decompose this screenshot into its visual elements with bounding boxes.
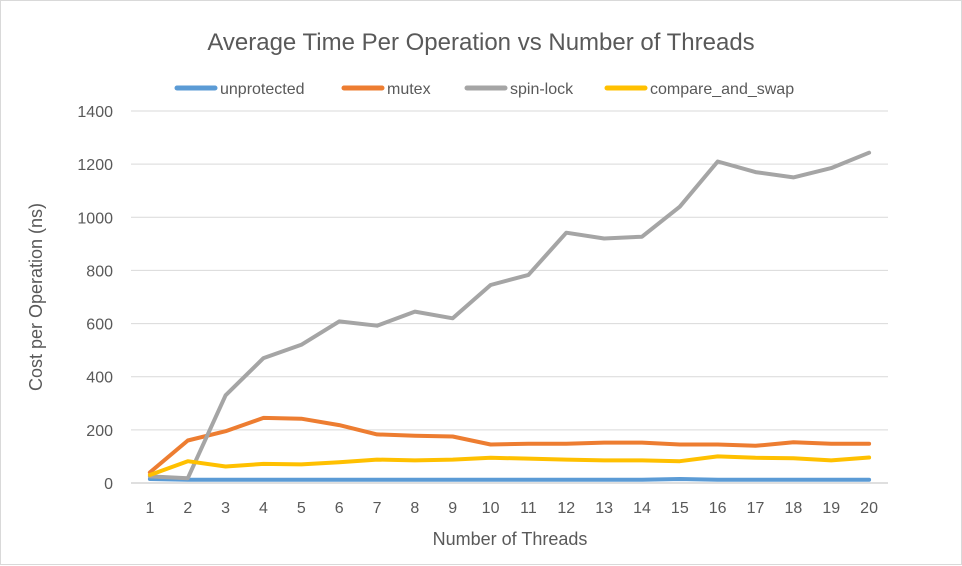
x-tick-label: 3 [221,500,230,517]
y-tick-label: 800 [86,263,113,280]
legend-label: unprotected [220,81,305,98]
chart-title: Average Time Per Operation vs Number of … [207,29,754,56]
x-tick-label: 17 [747,500,765,517]
x-tick-label: 15 [671,500,689,517]
y-axis-title: Cost per Operation (ns) [26,203,46,391]
y-tick-label: 400 [86,370,113,387]
x-tick-label: 19 [822,500,840,517]
y-tick-label: 1200 [77,157,113,174]
x-tick-label: 16 [709,500,727,517]
y-axis-ticks: 0 200 400 600 800 1000 1200 1400 [77,104,113,493]
legend-label: compare_and_swap [650,81,794,98]
x-axis-ticks: 1 2 3 4 5 6 7 8 9 10 11 12 13 14 15 16 17 18 19 20 [145,500,878,517]
series-lines [147,150,872,482]
x-tick-label: 8 [410,500,419,517]
y-tick-label: 1400 [77,104,113,121]
series-line-unprotected [147,477,872,482]
legend: unprotected mutex spin-lock compare_and_swa… [174,81,794,98]
series-line-compare_and_swap [147,454,872,477]
gridlines [131,110,888,484]
x-tick-label: 13 [595,500,613,517]
x-tick-label: 9 [448,500,457,517]
x-tick-label: 12 [557,500,575,517]
x-tick-label: 1 [145,500,154,517]
series-line-spin-lock [147,150,872,481]
y-tick-label: 0 [104,476,113,493]
x-tick-label: 2 [183,500,192,517]
y-tick-label: 600 [86,317,113,334]
x-tick-label: 20 [860,500,878,517]
x-tick-label: 10 [482,500,500,517]
series-line-mutex [147,415,872,475]
x-axis-title: Number of Threads [433,529,588,549]
x-tick-label: 7 [373,500,382,517]
x-tick-label: 18 [784,500,802,517]
legend-label: mutex [387,81,431,98]
x-tick-label: 14 [633,500,651,517]
x-tick-label: 4 [259,500,268,517]
y-tick-label: 200 [86,423,113,440]
x-tick-label: 11 [520,500,537,517]
x-tick-label: 6 [335,500,344,517]
x-tick-label: 5 [297,500,306,517]
legend-label: spin-lock [510,81,574,98]
y-tick-label: 1000 [77,210,113,227]
